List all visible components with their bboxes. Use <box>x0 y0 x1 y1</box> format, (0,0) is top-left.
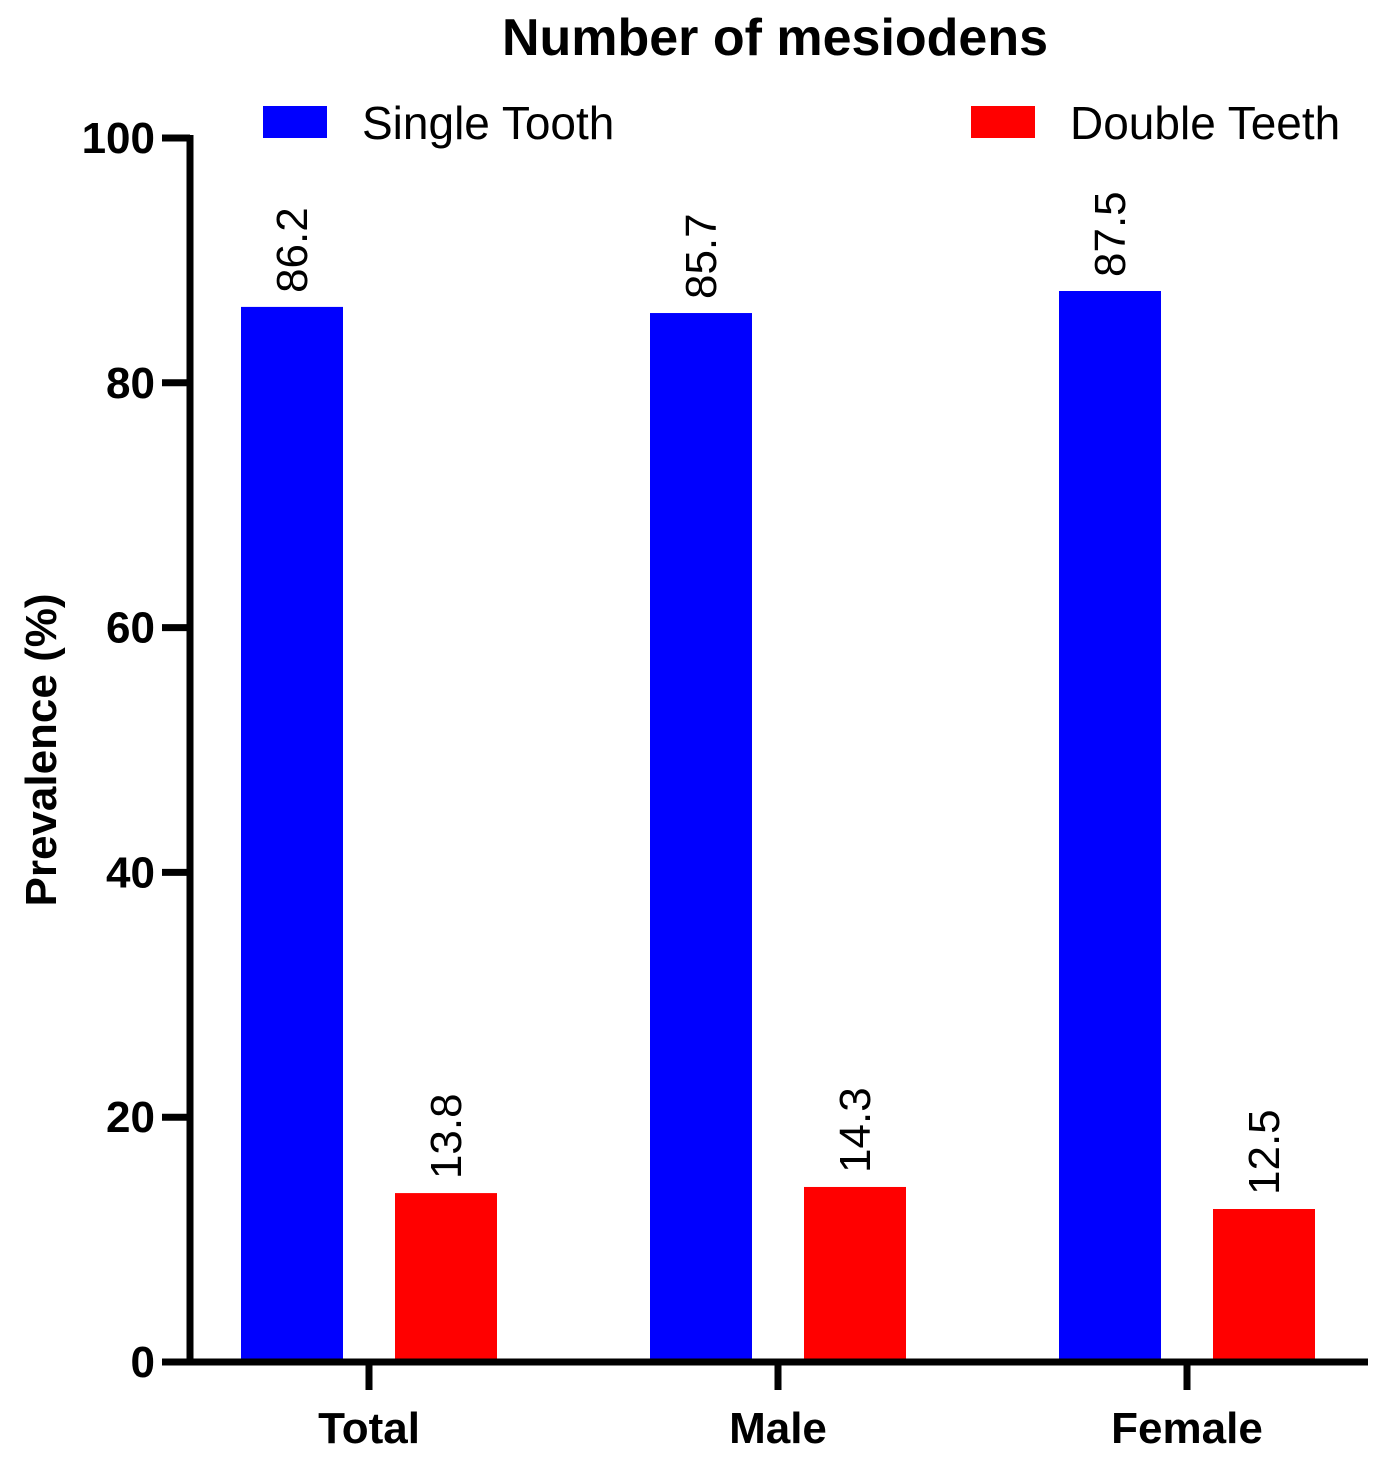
legend-swatch-double-teeth <box>971 106 1035 138</box>
y-axis-label: Prevalence (%) <box>17 593 66 906</box>
bar-male-single-tooth <box>650 313 752 1363</box>
y-tick-label: 60 <box>106 604 155 653</box>
y-tick-label: 0 <box>131 1338 155 1387</box>
data-label: 12.5 <box>1240 1109 1289 1195</box>
legend-label: Single Tooth <box>362 97 614 149</box>
x-tick-label: Total <box>318 1404 420 1453</box>
data-label: 85.7 <box>677 213 726 299</box>
chart-title: Number of mesiodens <box>502 9 1048 67</box>
y-tick-label: 40 <box>106 848 155 897</box>
legend: Single Tooth Double Teeth <box>263 97 1340 149</box>
bar-total-double-teeth <box>395 1193 497 1362</box>
data-label: 86.2 <box>268 207 317 293</box>
y-tick-label: 80 <box>106 359 155 408</box>
bar-female-double-teeth <box>1213 1209 1315 1362</box>
x-tick-label: Male <box>729 1404 827 1453</box>
x-tick-label: Female <box>1111 1404 1263 1453</box>
axes: 0 20 40 60 80 100 Total Male Female <box>82 114 1368 1453</box>
legend-swatch-single-tooth <box>263 106 327 138</box>
y-tick-label: 20 <box>106 1093 155 1142</box>
data-label: 13.8 <box>422 1093 471 1179</box>
y-tick-label: 100 <box>82 114 155 163</box>
data-label: 14.3 <box>831 1087 880 1173</box>
bars: 86.2 85.7 87.5 13.8 14.3 12.5 <box>241 191 1315 1363</box>
bar-total-single-tooth <box>241 306 343 1362</box>
bar-male-double-teeth <box>804 1186 906 1362</box>
legend-label: Double Teeth <box>1070 97 1340 149</box>
bar-female-single-tooth <box>1059 291 1161 1362</box>
data-label: 87.5 <box>1086 191 1135 277</box>
